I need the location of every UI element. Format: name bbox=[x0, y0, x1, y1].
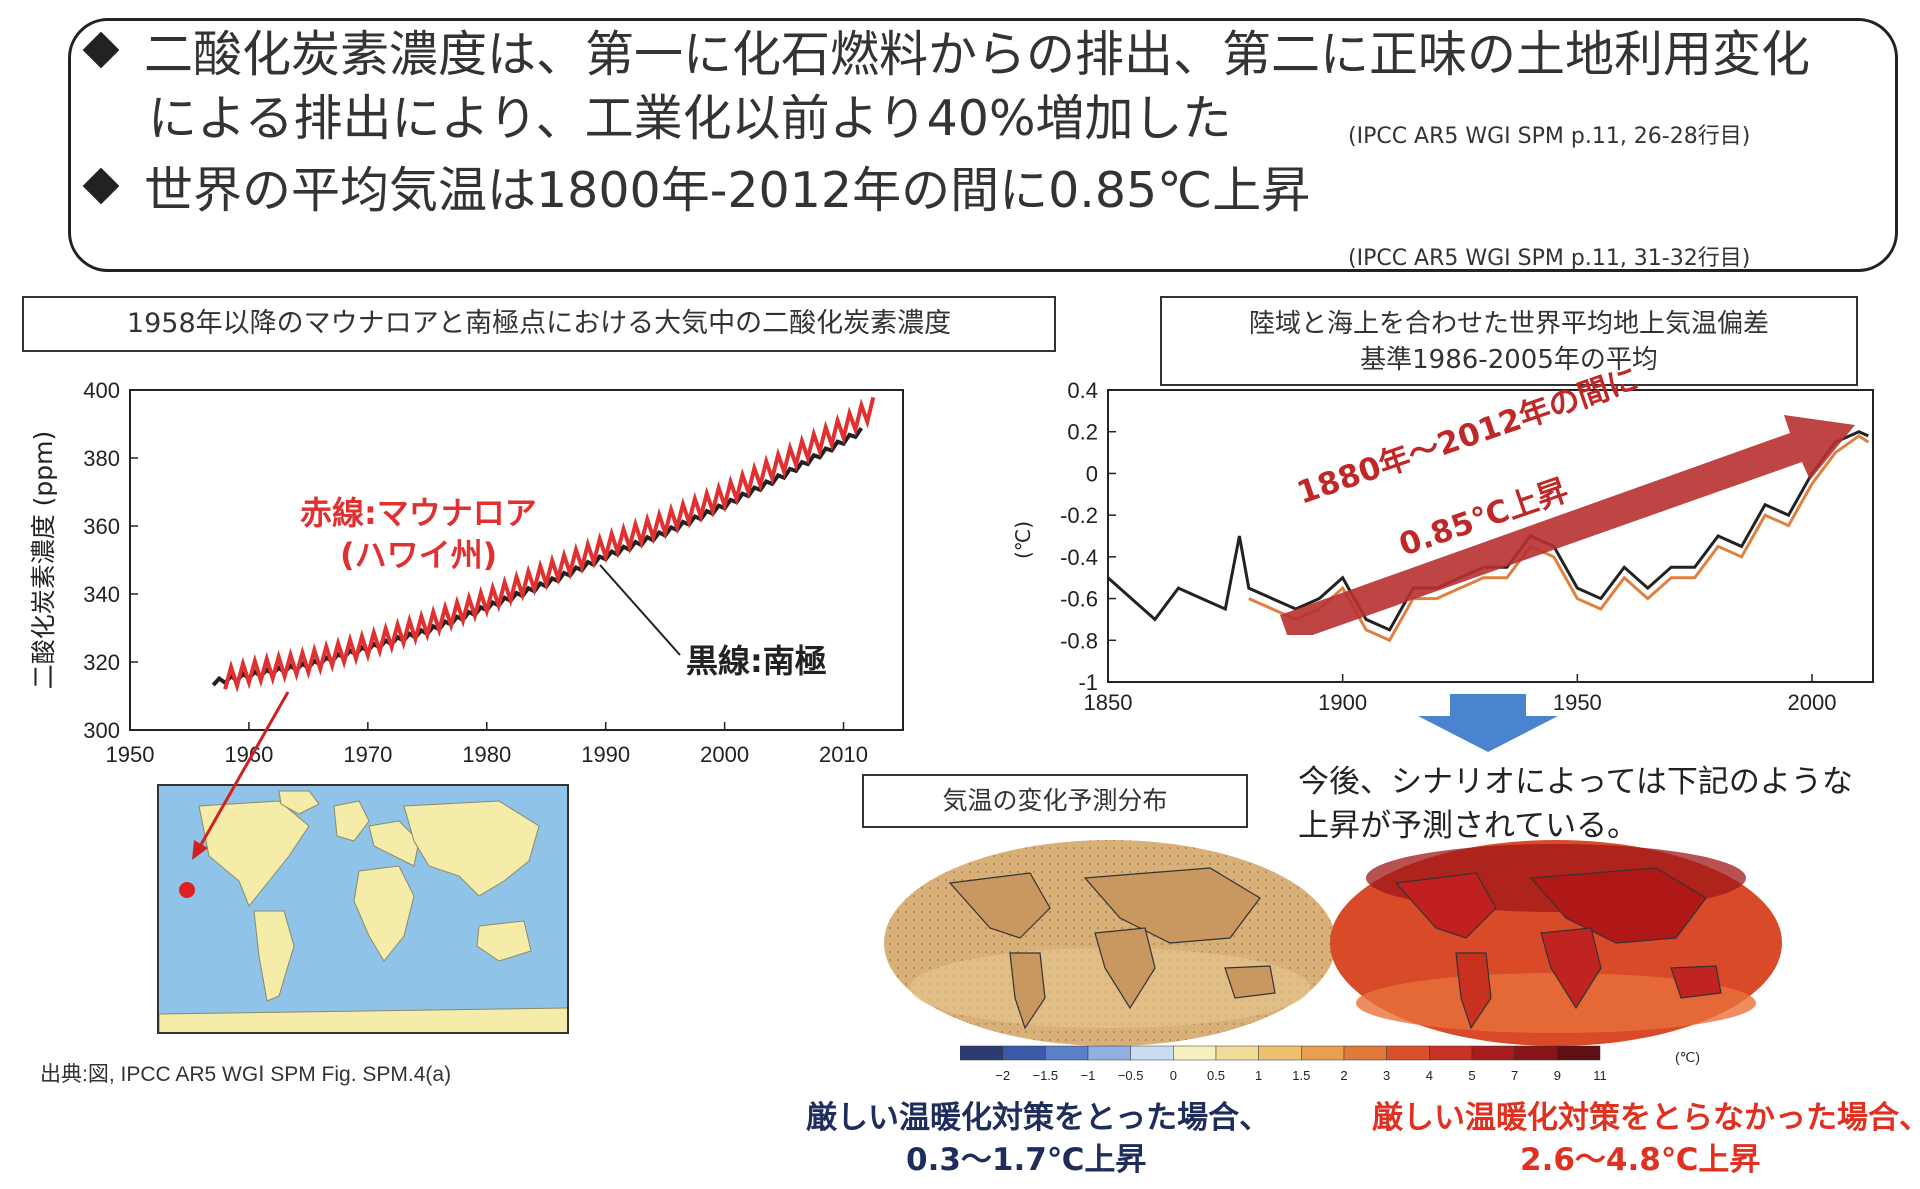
colorbar-tick: 1.5 bbox=[1292, 1068, 1310, 1083]
x-tick-label: 1990 bbox=[581, 742, 630, 767]
temp-title-line2: 基準1986-2005年の平均 bbox=[1360, 345, 1658, 375]
bullet-2-reference: (IPCC AR5 WGⅠ SPM p.11, 31-32行目) bbox=[1348, 246, 1751, 271]
plot-frame bbox=[1107, 389, 1874, 683]
y-tick-label: 300 bbox=[83, 718, 120, 743]
black-line-pointer bbox=[599, 564, 681, 656]
y-tick-label: 0.2 bbox=[1067, 420, 1098, 445]
temp-title-line1: 陸域と海上を合わせた世界平均地上気温偏差 bbox=[1248, 309, 1769, 339]
y-tick-label: -0.2 bbox=[1060, 503, 1098, 528]
diamond-bullet-icon bbox=[82, 167, 120, 205]
x-tick-label: 1950 bbox=[1553, 690, 1602, 715]
y-tick-label: 340 bbox=[83, 582, 120, 607]
plot-frame bbox=[129, 389, 904, 731]
low-scenario-caption-2: 0.3～1.7℃上昇 bbox=[906, 1142, 1147, 1178]
colorbar-cell bbox=[1301, 1045, 1345, 1061]
world-map-icon bbox=[159, 790, 567, 1032]
x-tick-label: 1900 bbox=[1318, 690, 1367, 715]
temp-y-axis-label: (℃) bbox=[1011, 521, 1035, 559]
mauna-loa-marker bbox=[179, 882, 195, 898]
colorbar-tick: 2 bbox=[1340, 1068, 1347, 1083]
diamond-bullet-icon bbox=[82, 31, 120, 69]
bullet-2-line: 世界の平均気温は1800年-2012年の間に0.85℃上昇 bbox=[82, 166, 1310, 215]
colorbar-unit: (℃) bbox=[1675, 1049, 1700, 1065]
temp-panel-title: 陸域と海上を合わせた世界平均地上気温偏差 基準1986-2005年の平均 bbox=[1160, 296, 1858, 386]
x-tick-label: 2010 bbox=[819, 742, 868, 767]
bullet-1-reference: (IPCC AR5 WGⅠ SPM p.11, 26-28行目) bbox=[1348, 124, 1751, 149]
down-arrow-icon bbox=[1418, 694, 1558, 752]
bullet-2-text: 世界の平均気温は1800年-2012年の間に0.85℃上昇 bbox=[144, 162, 1311, 219]
colorbar-cell bbox=[1557, 1045, 1601, 1061]
colorbar-tick: 1 bbox=[1255, 1068, 1262, 1083]
colorbar-cell bbox=[1002, 1045, 1046, 1061]
colorbar-cell bbox=[1471, 1045, 1515, 1061]
colorbar-tick: 0.5 bbox=[1207, 1068, 1225, 1083]
colorbar-cell bbox=[1258, 1045, 1302, 1061]
y-tick-label: 0 bbox=[1086, 461, 1098, 486]
co2-y-axis-label: 二酸化炭素濃度 (ppm) bbox=[29, 431, 58, 690]
colorbar-cell bbox=[1045, 1045, 1089, 1061]
location-arrow bbox=[192, 691, 290, 860]
colorbar: −2 −1.5 −1 −0.5 0 0.5 1 1.5 2 3 4 5 7 9 11 (℃) bbox=[960, 1045, 1700, 1083]
co2-panel-title: 1958年以降のマウナロアと南極点における大気中の二酸化炭素濃度 bbox=[22, 296, 1056, 352]
colorbar-tick: 9 bbox=[1554, 1068, 1561, 1083]
high-scenario-caption-1: 厳しい温暖化対策をとらなかった場合、 bbox=[1372, 1100, 1920, 1136]
red-line-sublabel: (ハワイ州) bbox=[340, 536, 498, 574]
low-scenario-caption-1: 厳しい温暖化対策をとった場合、 bbox=[806, 1100, 1271, 1136]
colorbar-cell bbox=[1429, 1045, 1473, 1061]
colorbar-cell bbox=[1087, 1045, 1131, 1061]
projection-title: 気温の変化予測分布 bbox=[862, 774, 1248, 828]
y-tick-label: -0.8 bbox=[1060, 628, 1098, 653]
series-line bbox=[223, 396, 876, 693]
y-tick-label: 320 bbox=[83, 650, 120, 675]
colorbar-cell bbox=[1386, 1045, 1430, 1061]
world-map bbox=[157, 784, 569, 1034]
y-tick-label: 380 bbox=[83, 446, 120, 471]
x-tick-label: 1980 bbox=[462, 742, 511, 767]
high-scenario-map bbox=[1330, 840, 1782, 1046]
x-tick-label: 2000 bbox=[700, 742, 749, 767]
colorbar-tick: 0 bbox=[1170, 1068, 1177, 1083]
y-tick-label: -0.4 bbox=[1060, 545, 1098, 570]
colorbar-tick: −0.5 bbox=[1118, 1068, 1144, 1083]
colorbar-tick: 5 bbox=[1468, 1068, 1475, 1083]
high-scenario-caption-2: 2.6～4.8℃上昇 bbox=[1520, 1142, 1761, 1178]
colorbar-cell bbox=[1130, 1045, 1174, 1061]
y-tick-label: 360 bbox=[83, 514, 120, 539]
colorbar-cell bbox=[1343, 1045, 1387, 1061]
y-tick-label: -0.6 bbox=[1060, 587, 1098, 612]
bullet-1-line2: による排出により、工業化以前より40%増加した bbox=[148, 90, 1232, 147]
y-tick-label: -1 bbox=[1078, 670, 1098, 695]
colorbar-tick: 4 bbox=[1426, 1068, 1433, 1083]
projection-desc-1: 今後、シナリオによっては下記のような bbox=[1298, 764, 1853, 800]
source-citation: 出典:図, IPCC AR5 WGⅠ SPM Fig. SPM.4(a) bbox=[40, 1063, 452, 1086]
colorbar-cell bbox=[960, 1045, 1003, 1061]
y-tick-label: 400 bbox=[83, 378, 120, 403]
low-scenario-map bbox=[884, 840, 1336, 1046]
trend-arrow bbox=[1280, 415, 1855, 635]
colorbar-cell bbox=[1173, 1045, 1217, 1061]
colorbar-tick: 11 bbox=[1593, 1068, 1607, 1083]
x-tick-label: 1850 bbox=[1084, 690, 1133, 715]
bullet-1-line1: 二酸化炭素濃度は、第一に化石燃料からの排出、第二に正味の土地利用変化 bbox=[82, 30, 1810, 79]
y-tick-label: 0.4 bbox=[1067, 378, 1098, 403]
colorbar-tick: 7 bbox=[1511, 1068, 1518, 1083]
colorbar-tick: −1.5 bbox=[1032, 1068, 1058, 1083]
summary-box bbox=[68, 18, 1898, 272]
black-line-label: 黒線:南極 bbox=[686, 642, 827, 680]
projection-desc-2: 上昇が予測されている。 bbox=[1298, 808, 1639, 844]
x-tick-label: 2000 bbox=[1788, 690, 1837, 715]
x-tick-label: 1970 bbox=[343, 742, 392, 767]
red-line-label: 赤線:マウナロア bbox=[300, 494, 537, 532]
colorbar-cell bbox=[1514, 1045, 1558, 1061]
colorbar-cell bbox=[1215, 1045, 1259, 1061]
colorbar-tick: −2 bbox=[995, 1068, 1010, 1083]
bullet-1-text: 二酸化炭素濃度は、第一に化石燃料からの排出、第二に正味の土地利用変化 bbox=[144, 26, 1811, 83]
colorbar-tick: −1 bbox=[1081, 1068, 1096, 1083]
colorbar-tick: 3 bbox=[1383, 1068, 1390, 1083]
x-tick-label: 1950 bbox=[106, 742, 155, 767]
